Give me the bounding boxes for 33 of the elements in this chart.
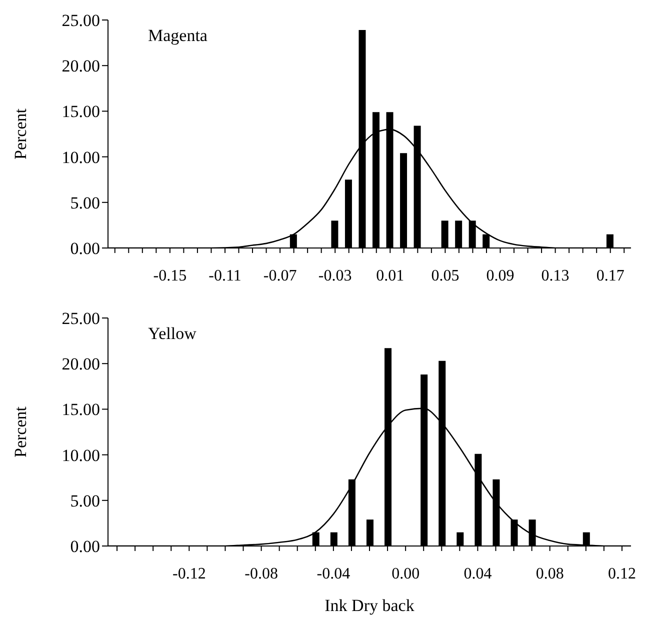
x-tick-label: 0.12 <box>608 565 636 582</box>
y-tick-label: 15.00 <box>62 102 100 122</box>
y-tick-label: 25.00 <box>62 11 100 30</box>
x-tick-label: 0.17 <box>596 267 624 284</box>
y-tick-label: 10.00 <box>62 446 100 465</box>
x-tick-label: 0.04 <box>464 565 492 582</box>
annotation: Magenta <box>148 26 208 46</box>
y-tick-label: 5.00 <box>70 193 100 212</box>
y-tick-label: 25.00 <box>62 309 100 328</box>
x-axis-title: Ink Dry back <box>324 596 415 615</box>
x-tick-label: 0.09 <box>486 267 514 284</box>
x-tick-label: 0.08 <box>536 565 564 582</box>
y-tick-label: 0.00 <box>70 537 100 556</box>
y-axis-title: Percent <box>11 406 30 458</box>
y-tick-label: 15.00 <box>62 400 100 420</box>
x-tick-label: -0.07 <box>263 267 297 284</box>
y-axis-title: Percent <box>11 108 30 160</box>
x-tick-label: -0.12 <box>172 565 206 582</box>
x-tick-label: 0.01 <box>376 267 404 284</box>
x-tick-label: -0.08 <box>244 565 278 582</box>
x-tick-label: 0.13 <box>541 267 570 284</box>
y-tick-label: 5.00 <box>70 491 100 510</box>
x-tick-label: -0.11 <box>208 267 242 284</box>
annotation: Yellow <box>148 324 196 344</box>
x-tick-label: -0.04 <box>316 565 350 582</box>
x-tick-label: -0.15 <box>153 267 187 284</box>
y-tick-label: 10.00 <box>62 148 100 167</box>
x-tick-label: 0.05 <box>431 267 460 284</box>
y-tick-label: 0.00 <box>70 239 100 258</box>
x-tick-label: -0.03 <box>318 267 352 284</box>
x-tick-label: 0.00 <box>392 565 420 582</box>
y-tick-label: 20.00 <box>62 56 100 76</box>
y-tick-label: 20.00 <box>62 354 100 374</box>
